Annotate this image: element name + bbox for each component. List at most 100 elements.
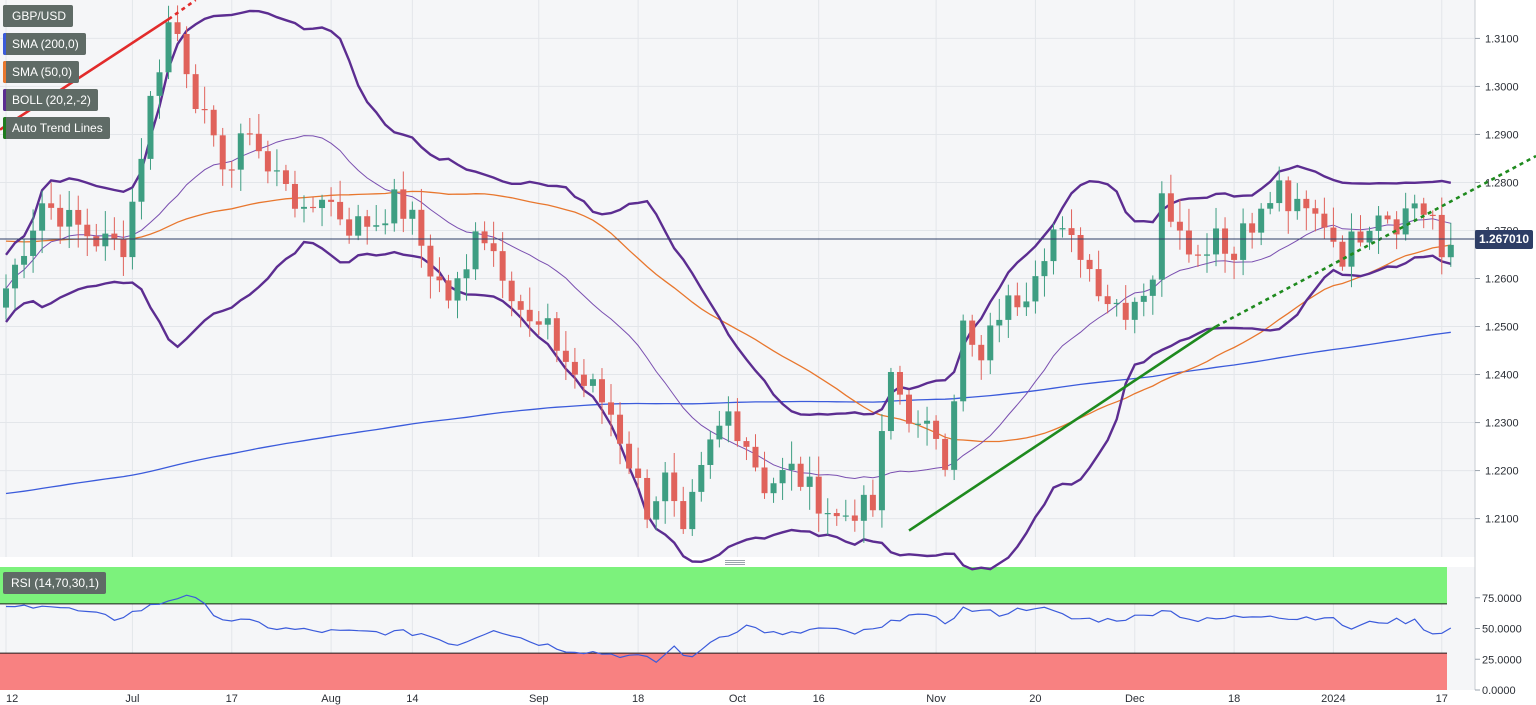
- candle-body: [1375, 215, 1382, 231]
- y-tick-label: 1.3000: [1485, 81, 1519, 93]
- pane-resize-handle[interactable]: [725, 559, 745, 565]
- x-tick-label: Dec: [1125, 693, 1145, 705]
- candle: [183, 26, 190, 89]
- candle: [942, 433, 949, 477]
- candle: [1086, 254, 1093, 282]
- sma-50-line: [5, 190, 1451, 443]
- candle-body: [1330, 227, 1337, 242]
- candle-body: [635, 468, 642, 478]
- candle: [1041, 248, 1048, 297]
- candle-body: [39, 203, 46, 231]
- candle: [815, 456, 822, 532]
- candle: [526, 287, 533, 337]
- candle: [1384, 211, 1391, 224]
- legend-trend-lines[interactable]: Auto Trend Lines: [3, 117, 110, 139]
- candle: [1240, 208, 1247, 276]
- candle-body: [617, 414, 624, 444]
- candle: [1104, 284, 1111, 314]
- candle-body: [436, 276, 443, 281]
- candle: [906, 389, 912, 433]
- y-tick-label: 1.2800: [1485, 177, 1519, 189]
- candle-body: [1149, 279, 1156, 296]
- candle: [373, 205, 380, 232]
- candle: [1023, 282, 1030, 317]
- candle-body: [382, 223, 389, 226]
- candle: [788, 441, 795, 491]
- candle: [499, 232, 506, 299]
- candle: [1357, 215, 1364, 247]
- candle-body: [906, 394, 912, 424]
- candle: [580, 359, 587, 398]
- candle: [93, 223, 100, 252]
- candle: [1213, 207, 1220, 267]
- candle-body: [779, 470, 786, 484]
- candle-body: [12, 264, 19, 289]
- legend-swatch: [3, 5, 6, 27]
- candle: [860, 485, 867, 543]
- candle-body: [833, 513, 840, 517]
- candle: [517, 294, 524, 328]
- candle: [201, 86, 208, 124]
- rsi-tick-label: 75.0000: [1482, 593, 1522, 605]
- candle-body: [517, 301, 524, 310]
- legend-label: Auto Trend Lines: [12, 121, 103, 135]
- legend-swatch: [3, 61, 6, 83]
- candle-body: [1312, 208, 1319, 214]
- candle: [1294, 183, 1301, 220]
- candle-body: [1321, 213, 1328, 228]
- legend-gbpusd[interactable]: GBP/USD: [3, 5, 74, 27]
- legend-rsi[interactable]: RSI (14,70,30,1): [3, 572, 107, 594]
- rsi-series: [5, 594, 1452, 664]
- candle-body: [463, 269, 470, 279]
- candle: [1140, 283, 1147, 317]
- candle-body: [1411, 203, 1418, 209]
- candle-body: [237, 133, 244, 170]
- x-tick-label: 18: [632, 693, 644, 705]
- candle-body: [951, 401, 958, 470]
- legend-bollinger[interactable]: BOLL (20,2,-2): [3, 89, 98, 111]
- x-tick-label: Nov: [926, 693, 946, 705]
- candle-body: [1231, 253, 1238, 260]
- candle: [671, 453, 678, 517]
- candle-body: [1104, 296, 1111, 305]
- candle-body: [192, 74, 199, 109]
- candle-body: [246, 133, 253, 135]
- candle-body: [1203, 254, 1210, 256]
- candle: [1077, 227, 1084, 278]
- candle-body: [57, 207, 64, 227]
- candle: [734, 398, 741, 447]
- rsi-tick-label: 0.0000: [1482, 685, 1516, 697]
- candle-body: [400, 189, 407, 219]
- candle: [39, 190, 46, 254]
- candle-body: [255, 133, 262, 152]
- candle: [255, 114, 262, 159]
- candle-body: [21, 255, 28, 265]
- candle: [400, 171, 407, 233]
- candle: [454, 271, 461, 319]
- candle: [1285, 176, 1292, 234]
- candle: [472, 222, 479, 280]
- candle: [264, 140, 271, 184]
- candle: [129, 188, 136, 270]
- trend-line-resistance: [0, 18, 170, 131]
- candle: [1366, 226, 1373, 250]
- candle-body: [75, 209, 82, 225]
- candle: [626, 431, 633, 475]
- candle: [544, 303, 551, 340]
- candle-body: [978, 344, 985, 361]
- candle-body: [797, 463, 804, 487]
- candle: [508, 271, 515, 317]
- candle-body: [788, 463, 795, 471]
- candle: [833, 508, 840, 526]
- candle-body: [1113, 302, 1120, 305]
- resize-grip-line: [725, 564, 745, 565]
- candle-body: [1213, 228, 1220, 255]
- bollinger-upper-band: [5, 9, 1452, 417]
- candle: [1194, 244, 1201, 267]
- legend-sma200[interactable]: SMA (200,0): [3, 33, 86, 55]
- candle-body: [84, 224, 91, 237]
- legend-sma50[interactable]: SMA (50,0): [3, 61, 80, 83]
- candle-body: [1032, 276, 1039, 302]
- candle: [1231, 246, 1238, 280]
